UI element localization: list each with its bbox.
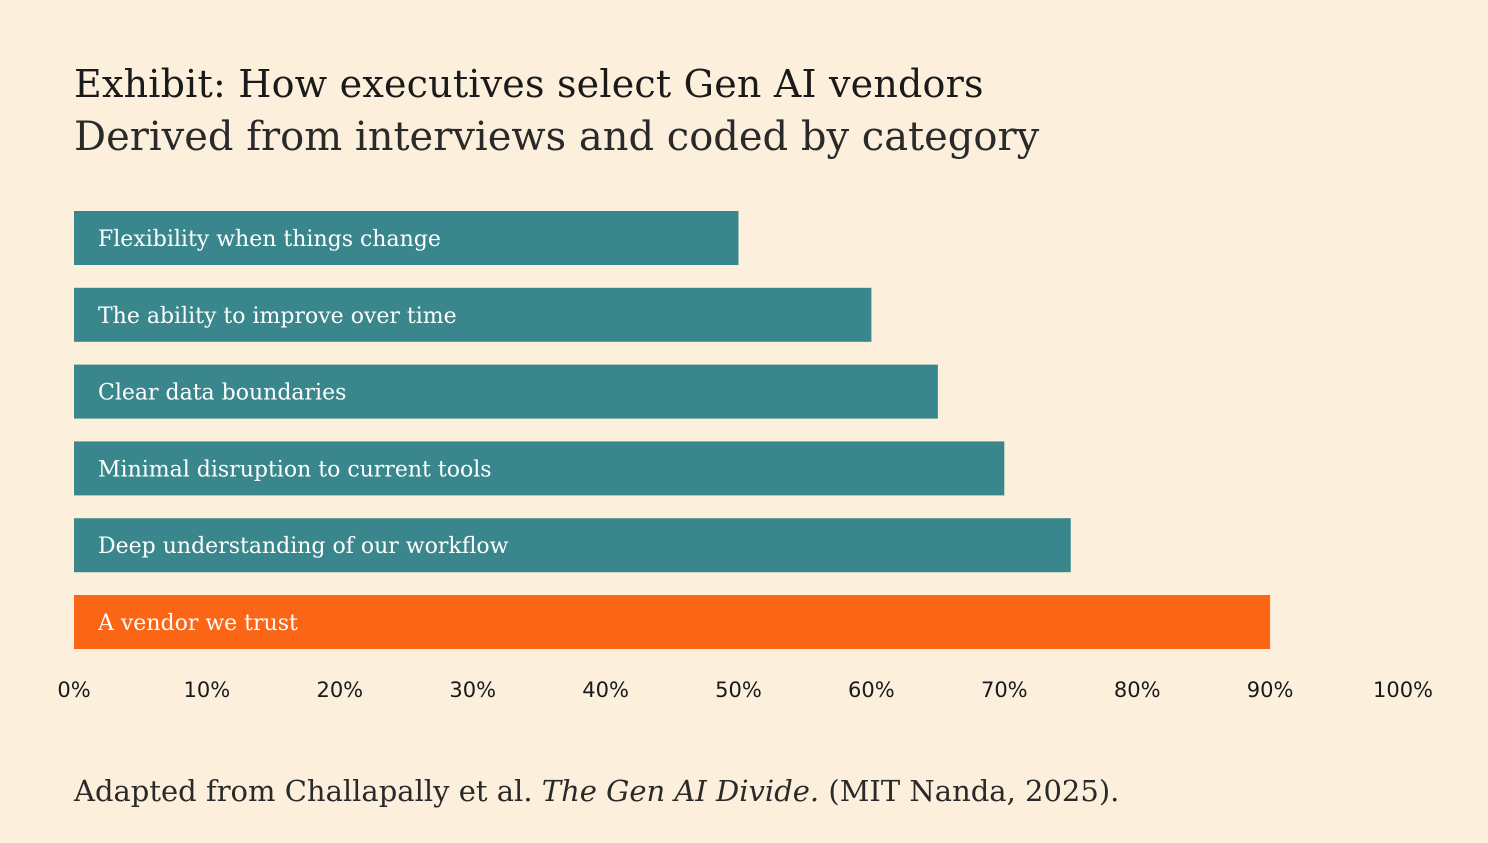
source-italic-title: The Gen AI Divide. [541, 774, 820, 808]
bar [74, 441, 1005, 496]
bar [74, 595, 1271, 649]
x-tick-label: 40% [582, 678, 629, 702]
x-tick-label: 30% [449, 678, 496, 702]
source-prefix: Adapted from Challapally et al. [74, 774, 542, 808]
bar-label: Flexibility when things change [98, 227, 441, 252]
source-citation: Adapted from Challapally et al. The Gen … [74, 774, 1119, 808]
bar-label: The ability to improve over time [98, 304, 457, 329]
chart-subtitle: Derived from interviews and coded by cat… [74, 114, 1040, 160]
chart-title: Exhibit: How executives select Gen AI ve… [74, 62, 984, 106]
x-tick-label: 10% [184, 678, 231, 702]
bar [74, 287, 872, 342]
x-tick-label: 70% [981, 678, 1028, 702]
bar-label: Clear data boundaries [98, 381, 346, 406]
x-tick-label: 60% [848, 678, 895, 702]
source-suffix: (MIT Nanda, 2025). [819, 774, 1120, 808]
x-tick-label: 90% [1247, 678, 1294, 702]
x-tick-label: 100% [1373, 678, 1433, 702]
bar [74, 364, 938, 419]
x-tick-label: 50% [715, 678, 762, 702]
bar-label: A vendor we trust [97, 611, 298, 636]
x-tick-label: 0% [57, 678, 90, 702]
bar [74, 518, 1071, 573]
bar-label: Minimal disruption to current tools [98, 457, 492, 482]
bar-label: Deep understanding of our workflow [98, 534, 509, 559]
x-tick-label: 80% [1114, 678, 1161, 702]
x-tick-label: 20% [316, 678, 363, 702]
bar [74, 211, 739, 265]
